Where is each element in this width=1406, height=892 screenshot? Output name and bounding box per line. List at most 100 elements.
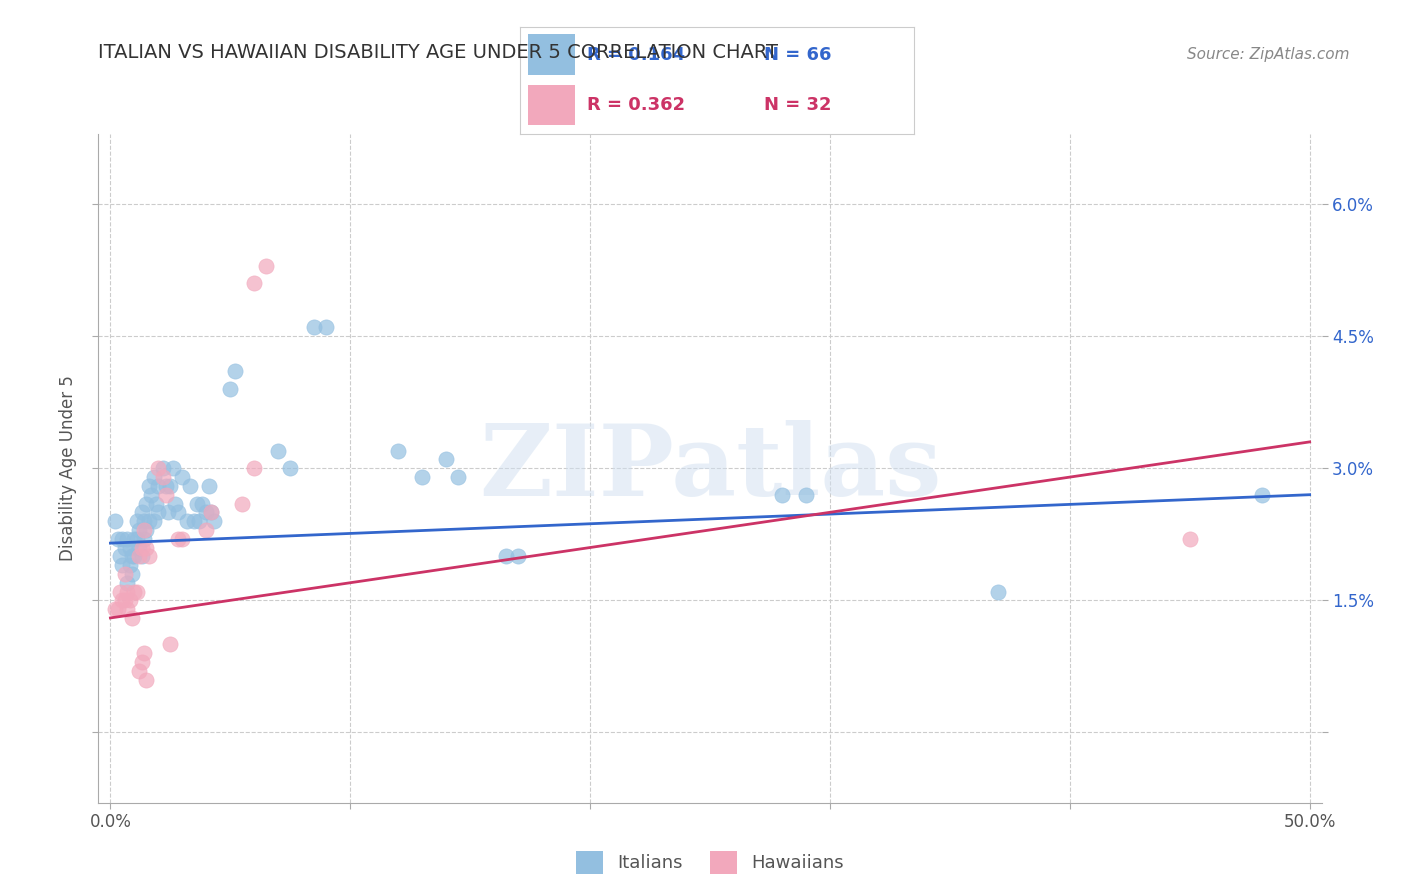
Y-axis label: Disability Age Under 5: Disability Age Under 5: [59, 376, 77, 561]
Point: [111, 532, 134, 546]
Point: [145, 496, 167, 510]
Point: [131, 505, 153, 519]
Point: [125, 532, 148, 546]
Point: [224, 364, 246, 378]
Text: N = 32: N = 32: [765, 96, 832, 114]
Point: [197, 479, 219, 493]
Point: [148, 505, 170, 519]
Point: [108, 549, 131, 564]
Point: [104, 514, 127, 528]
Point: [135, 673, 157, 687]
Point: [267, 443, 290, 458]
Point: [188, 514, 211, 528]
Point: [159, 637, 181, 651]
Bar: [529, 34, 575, 75]
Point: [132, 523, 155, 537]
Point: [131, 655, 153, 669]
Point: [1178, 532, 1201, 546]
Point: [152, 461, 174, 475]
Point: [166, 505, 188, 519]
Point: [243, 461, 266, 475]
Point: [179, 479, 201, 493]
Point: [387, 443, 409, 458]
Point: [243, 277, 266, 291]
Point: [135, 496, 157, 510]
Point: [118, 541, 141, 555]
Point: [202, 514, 225, 528]
Point: [115, 575, 138, 590]
Point: [128, 664, 150, 678]
Point: [141, 488, 163, 502]
Point: [148, 461, 170, 475]
Text: R = 0.164: R = 0.164: [588, 45, 685, 63]
Point: [142, 470, 165, 484]
Point: [121, 566, 143, 581]
Point: [115, 584, 138, 599]
Point: [200, 505, 222, 519]
Point: [219, 382, 242, 396]
Point: [152, 470, 174, 484]
Point: [115, 602, 138, 616]
Point: [162, 461, 184, 475]
Point: [125, 584, 148, 599]
Point: [128, 523, 150, 537]
Point: [186, 496, 208, 510]
Point: [155, 479, 177, 493]
Point: [231, 496, 253, 510]
Point: [132, 514, 155, 528]
Text: ZIPatlas: ZIPatlas: [479, 420, 941, 516]
Point: [124, 549, 146, 564]
Point: [114, 541, 136, 555]
Point: [107, 602, 129, 616]
Point: [138, 479, 160, 493]
Text: ITALIAN VS HAWAIIAN DISABILITY AGE UNDER 5 CORRELATION CHART: ITALIAN VS HAWAIIAN DISABILITY AGE UNDER…: [98, 44, 779, 62]
Point: [124, 532, 146, 546]
Point: [166, 532, 188, 546]
Text: N = 66: N = 66: [765, 45, 832, 63]
Point: [159, 479, 181, 493]
Bar: [529, 85, 575, 125]
Point: [138, 514, 160, 528]
Point: [138, 549, 160, 564]
Point: [411, 470, 433, 484]
Point: [107, 532, 129, 546]
Point: [495, 549, 517, 564]
Point: [278, 461, 301, 475]
Point: [254, 259, 277, 273]
Point: [104, 602, 127, 616]
Point: [148, 479, 170, 493]
Point: [176, 514, 198, 528]
Point: [108, 584, 131, 599]
Point: [200, 505, 222, 519]
Point: [114, 593, 136, 607]
Point: [195, 505, 218, 519]
Text: Source: ZipAtlas.com: Source: ZipAtlas.com: [1187, 47, 1350, 62]
Point: [128, 541, 150, 555]
Point: [118, 593, 141, 607]
Point: [121, 611, 143, 625]
Point: [155, 488, 177, 502]
Point: [118, 558, 141, 573]
Point: [111, 593, 134, 607]
Point: [131, 549, 153, 564]
Point: [315, 320, 337, 334]
Legend: Italians, Hawaiians: Italians, Hawaiians: [568, 844, 852, 880]
Point: [195, 523, 218, 537]
Point: [987, 584, 1010, 599]
Point: [121, 549, 143, 564]
Point: [131, 541, 153, 555]
Point: [183, 514, 205, 528]
Point: [115, 532, 138, 546]
Point: [190, 496, 212, 510]
Point: [128, 549, 150, 564]
Point: [172, 470, 194, 484]
Point: [125, 514, 148, 528]
Point: [794, 488, 817, 502]
Point: [508, 549, 530, 564]
Point: [114, 566, 136, 581]
Point: [142, 514, 165, 528]
Point: [156, 505, 179, 519]
Point: [1250, 488, 1272, 502]
Point: [165, 496, 187, 510]
Point: [135, 541, 157, 555]
